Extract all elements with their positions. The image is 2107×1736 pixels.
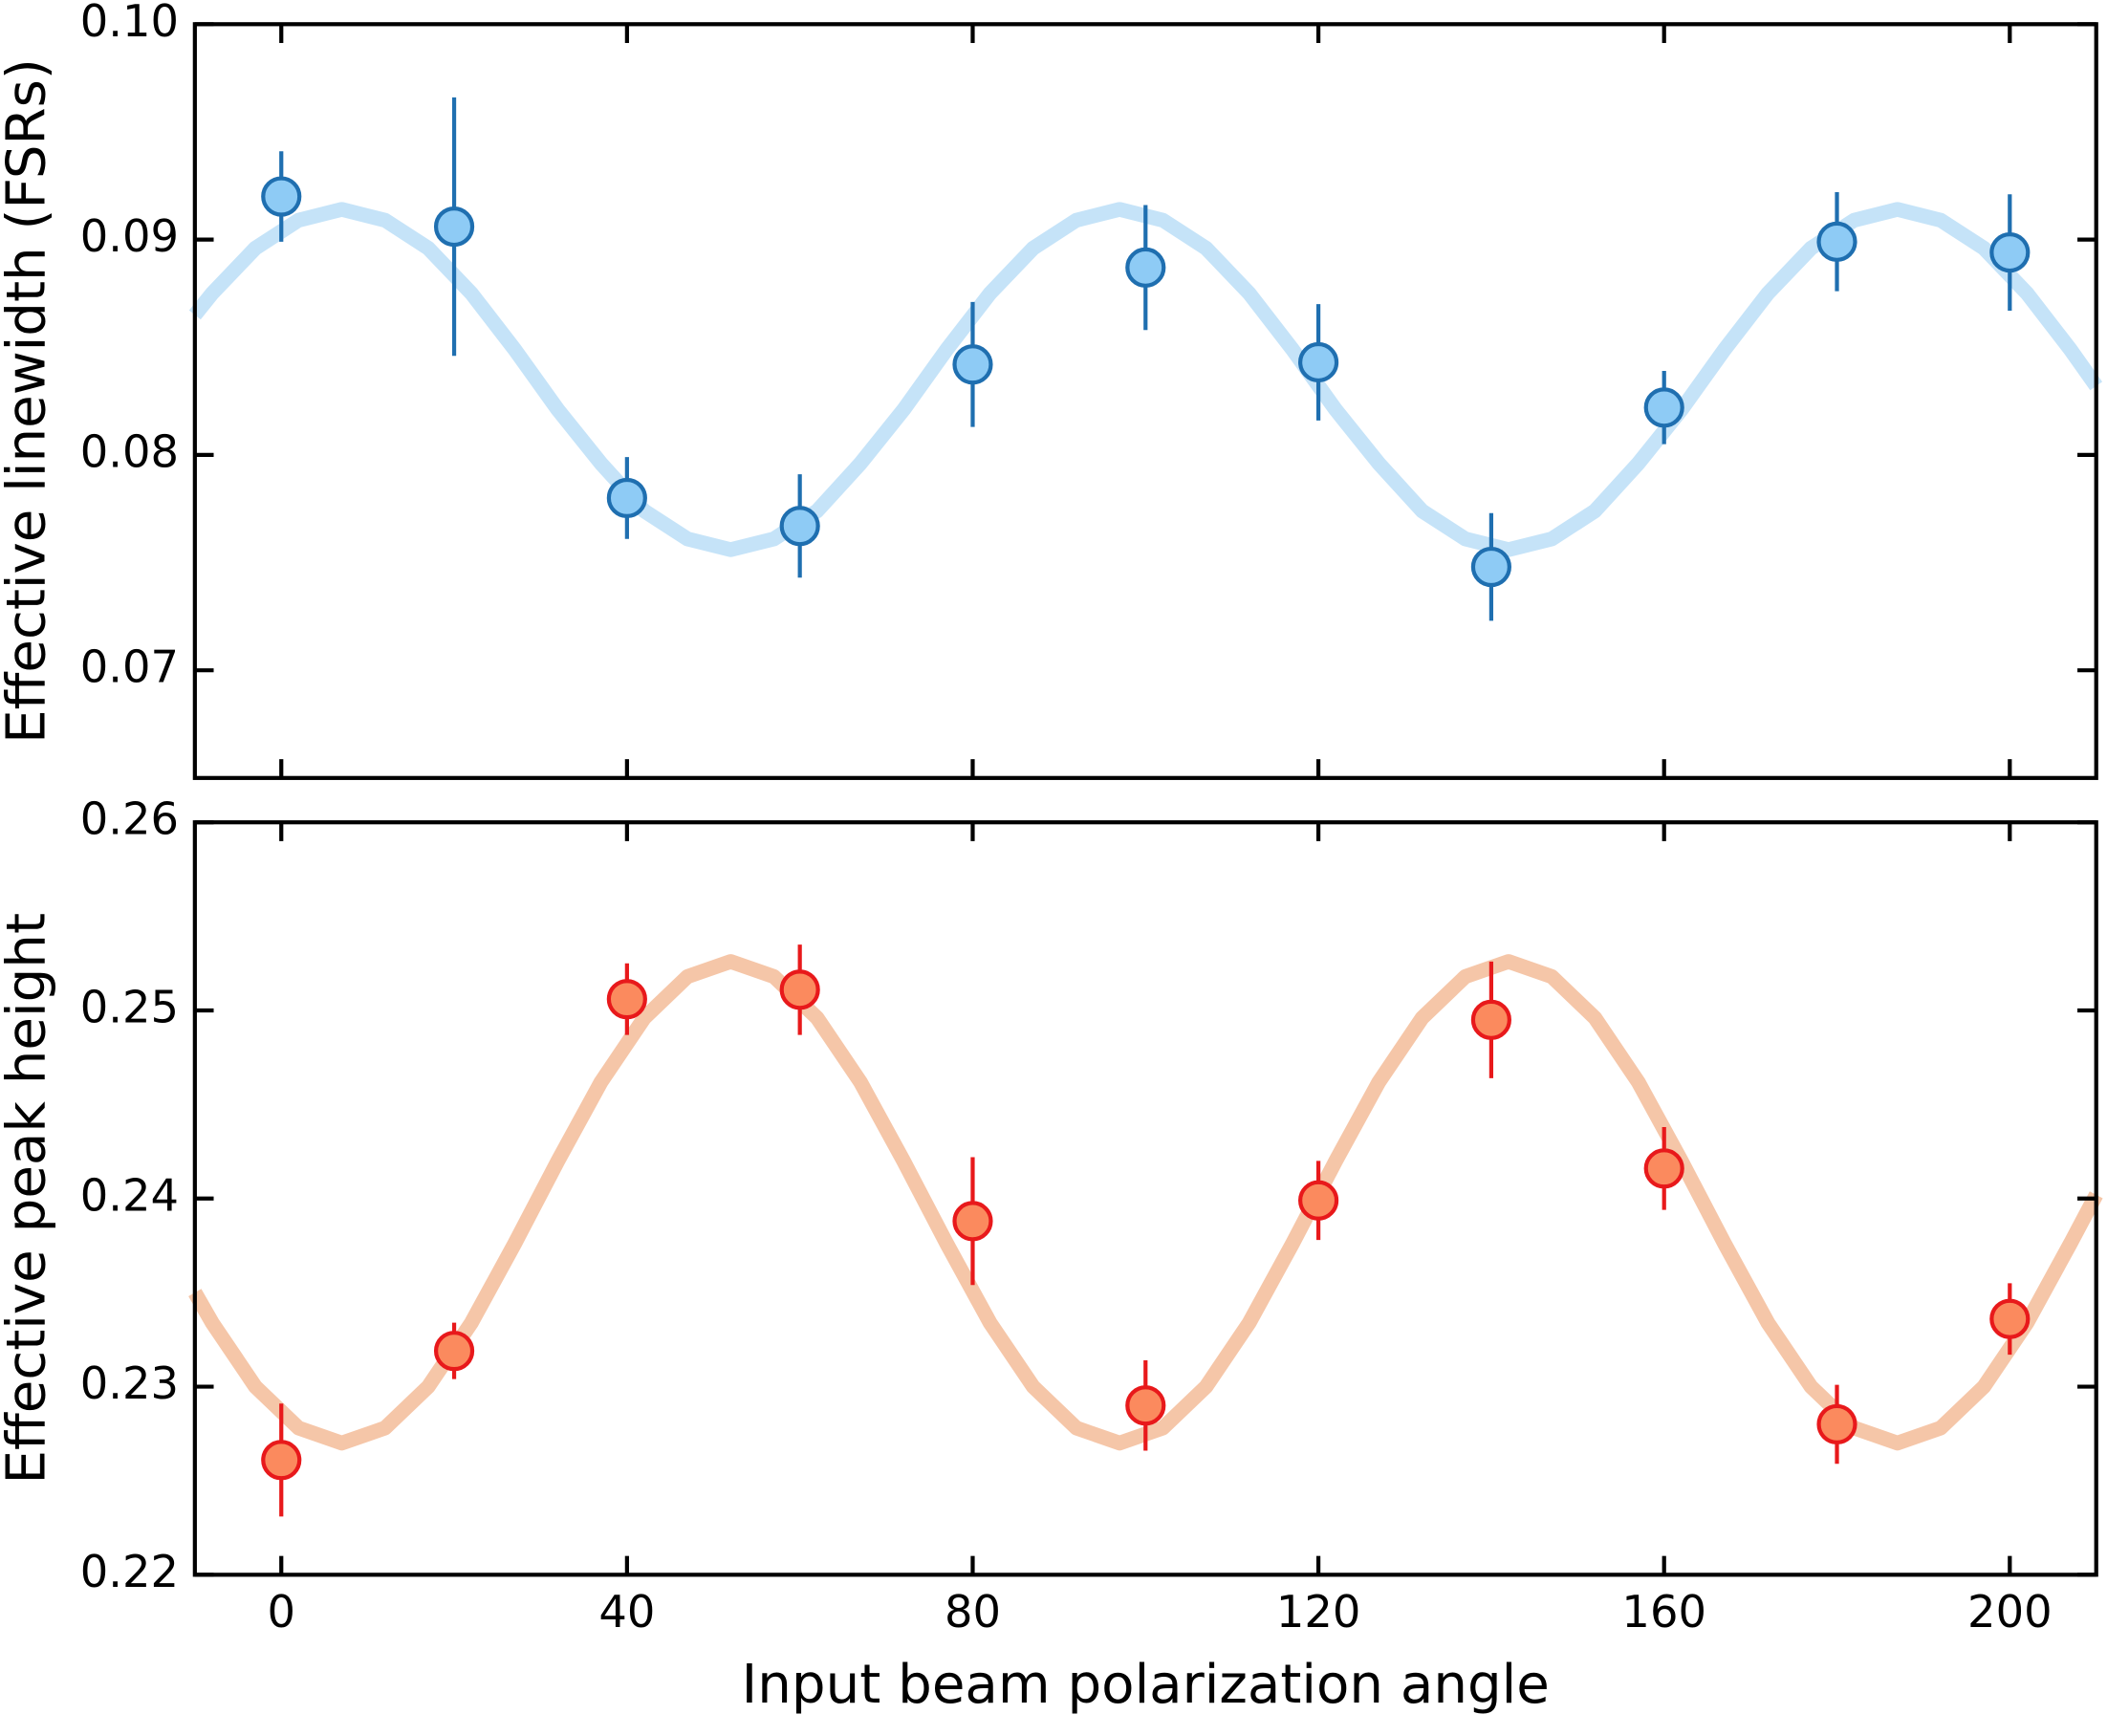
x-tick-label: 200 (1967, 1586, 2053, 1638)
x-tick-label: 160 (1621, 1586, 1706, 1638)
data-point (1470, 999, 1511, 1040)
plot-frame (192, 22, 2098, 780)
x-tick-label: 80 (945, 1586, 1001, 1638)
data-point (606, 477, 647, 519)
fit-curve (188, 954, 2103, 1451)
data-point (1989, 1298, 2031, 1339)
data-point (1816, 1403, 1857, 1444)
y-tick-label: 0.22 (80, 1546, 179, 1597)
data-point (433, 206, 475, 248)
y-tick-label: 0.09 (80, 210, 179, 262)
data-point (779, 506, 820, 547)
y-tick-label: 0.07 (80, 641, 179, 693)
data-point (433, 1331, 475, 1372)
data-point (952, 1201, 993, 1242)
y-tick-label: 0.25 (80, 981, 179, 1032)
data-point (1989, 232, 2031, 273)
panel: 0.22 0.23 0.24 0.25 0.26 0 40 80 120 160 200 Effect… (0, 793, 2103, 1716)
plot-frame (192, 820, 2098, 1577)
data-point (1125, 247, 1166, 288)
data-point (1643, 387, 1684, 428)
y-tick-label: 0.23 (80, 1357, 179, 1409)
x-tick-label: 0 (267, 1586, 295, 1638)
y-axis-label: Effective linewidth (FSRs) (0, 58, 58, 744)
y-tick-label: 0.08 (80, 425, 179, 477)
y-axis-label: Effective peak height (0, 913, 58, 1485)
y-tick-label: 0.10 (80, 0, 179, 47)
data-point (1125, 1385, 1166, 1426)
y-tick-label: 0.24 (80, 1169, 179, 1221)
data-point (1816, 221, 1857, 262)
fit-curve (188, 202, 2103, 557)
data-point (606, 979, 647, 1020)
data-point (1298, 1180, 1339, 1221)
data-point (261, 176, 302, 217)
panel: 0.07 0.08 0.09 0.10 Effective linewidth (FSR… (0, 0, 2103, 780)
data-point (261, 1440, 302, 1481)
y-tick-label: 0.26 (80, 793, 179, 845)
data-point (1298, 341, 1339, 383)
x-tick-label: 40 (598, 1586, 655, 1638)
x-tick-label: 120 (1276, 1586, 1361, 1638)
data-point (1470, 546, 1511, 588)
data-point (779, 969, 820, 1010)
data-point (1643, 1148, 1684, 1189)
data-point (952, 344, 993, 385)
x-axis-label: Input beam polarization angle (742, 1654, 1550, 1716)
